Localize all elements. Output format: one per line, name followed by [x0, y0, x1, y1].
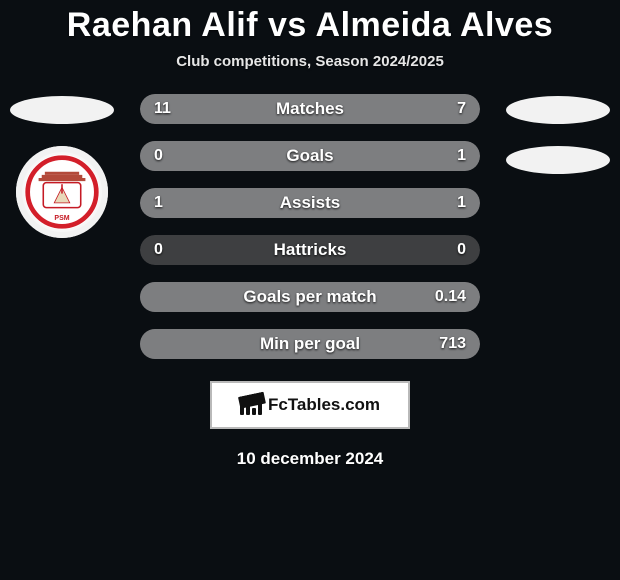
bar-value-right: 0.14 [435, 282, 466, 312]
svg-text:PSM: PSM [54, 215, 69, 222]
bar-value-left: 0 [154, 141, 163, 171]
subtitle: Club competitions, Season 2024/2025 [176, 53, 444, 70]
club-oval-right [506, 146, 610, 174]
player-oval-right [506, 96, 610, 124]
bar-label: Min per goal [140, 329, 480, 359]
bar-value-right: 7 [457, 94, 466, 124]
page-title: Raehan Alif vs Almeida Alves [67, 6, 553, 45]
stat-row: Goals0 1 [140, 141, 480, 171]
left-side-icons: PSM [0, 94, 120, 238]
stat-row: Goals per match0.14 [140, 282, 480, 312]
stat-row: Assists1 1 [140, 188, 480, 218]
fctables-label: FcTables.com [268, 395, 380, 415]
footer-date: 10 december 2024 [237, 449, 384, 469]
bar-label: Goals [140, 141, 480, 171]
stat-row: Hattricks0 0 [140, 235, 480, 265]
bar-value-right: 713 [439, 329, 466, 359]
comparison-card: Raehan Alif vs Almeida Alves Club compet… [0, 0, 620, 580]
club-badge-psm: PSM [16, 146, 108, 238]
stat-bars: Matches117Goals01Assists11Hattricks00Goa… [120, 94, 500, 359]
stat-row: Min per goal713 [140, 329, 480, 359]
bar-value-left: 1 [154, 188, 163, 218]
bar-value-left: 0 [154, 235, 163, 265]
bar-value-left: 11 [154, 94, 171, 124]
chart-wrap: PSM Matches117Goals01Assists11Hattricks0… [0, 94, 620, 359]
bar-label: Goals per match [140, 282, 480, 312]
bar-value-right: 1 [457, 188, 466, 218]
bar-value-right: 1 [457, 141, 466, 171]
psm-badge-icon: PSM [23, 153, 101, 231]
stat-row: Matches11 7 [140, 94, 480, 124]
bar-label: Hattricks [140, 235, 480, 265]
player-oval-left [10, 96, 114, 124]
right-side-icons [500, 94, 620, 174]
bar-value-right: 0 [457, 235, 466, 265]
bar-label: Assists [140, 188, 480, 218]
fctables-badge: FcTables.com [210, 381, 410, 429]
fctables-chart-icon [240, 395, 262, 415]
bar-label: Matches [140, 94, 480, 124]
